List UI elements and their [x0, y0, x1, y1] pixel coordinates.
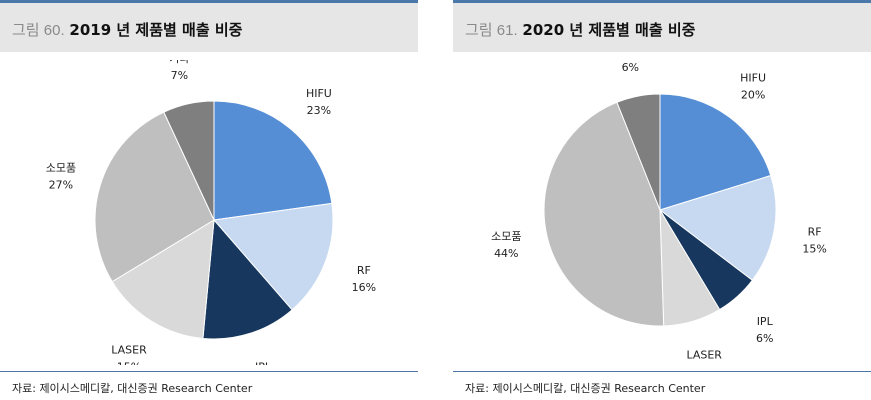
slice-label-other: 기타 [169, 60, 189, 65]
chart-panel-2020: 그림 61. 2020 년 제품별 매출 비중 HIFU 20% RF 15% IPL 6… [453, 0, 871, 400]
figure-title-text: 2019 년 제품별 매출 비중 [69, 21, 243, 39]
slice-label-ipl: IPL [757, 315, 774, 328]
slice-value-hifu: 23% [307, 104, 331, 117]
pie-slice-rf [213, 202, 334, 311]
slice-label-laser: LASER [686, 349, 722, 362]
slice-value-rf: 16% [352, 281, 376, 294]
figure-number: 그림 61. [465, 22, 518, 39]
slice-label-consumables: 소모품 [491, 230, 521, 243]
slice-label-laser: LASER [111, 344, 147, 357]
source-note: 자료: 제이시스메디칼, 대신증권 Research Center [12, 382, 253, 395]
slice-value-ipl: 6% [756, 332, 773, 345]
bottom-rule [0, 371, 418, 372]
chart-panel-2019: 그림 60. 2019 년 제품별 매출 비중 HIFU 23% RF 16% IPL 1… [0, 0, 418, 400]
pie-slice-laser [111, 219, 215, 340]
slice-label-rf: RF [357, 264, 371, 277]
figure-title-text: 2020 년 제품별 매출 비중 [522, 21, 696, 39]
slice-label-ipl: IPL [255, 360, 272, 365]
figure-number: 그림 60. [12, 22, 65, 39]
slice-label-consumables: 소모품 [46, 161, 76, 174]
top-rule [453, 0, 871, 3]
pie-slice-hifu [659, 93, 772, 211]
pie-slice-ipl [202, 218, 293, 340]
source-note: 자료: 제이시스메디칼, 대신증권 Research Center [465, 382, 706, 395]
slice-label-hifu: HIFU [740, 72, 766, 85]
slice-value-other: 6% [622, 61, 639, 74]
pie-slice-rf [658, 174, 777, 281]
bottom-rule [453, 371, 871, 372]
pie-slice-consumables [543, 101, 665, 327]
pie-slice-consumables [94, 111, 215, 283]
title-bar: 그림 60. 2019 년 제품별 매출 비중 [0, 3, 418, 52]
figure-title: 그림 60. 2019 년 제품별 매출 비중 [12, 19, 242, 40]
figure-title: 그림 61. 2020 년 제품별 매출 비중 [465, 19, 695, 40]
pie-slice-hifu [213, 100, 333, 221]
slice-label-hifu: HIFU [306, 87, 332, 100]
slice-label-rf: RF [808, 225, 822, 238]
pie-slice-other [616, 93, 661, 211]
slice-value-laser: 15% [117, 361, 141, 365]
title-bar: 그림 61. 2020 년 제품별 매출 비중 [453, 3, 871, 52]
pie-slice-other [163, 100, 215, 221]
top-rule [0, 0, 418, 3]
slice-value-consumables: 27% [49, 178, 73, 191]
slice-value-other: 7% [171, 69, 188, 82]
slice-value-consumables: 44% [494, 247, 518, 260]
slice-value-rf: 15% [802, 242, 826, 255]
slice-value-hifu: 20% [741, 89, 765, 102]
